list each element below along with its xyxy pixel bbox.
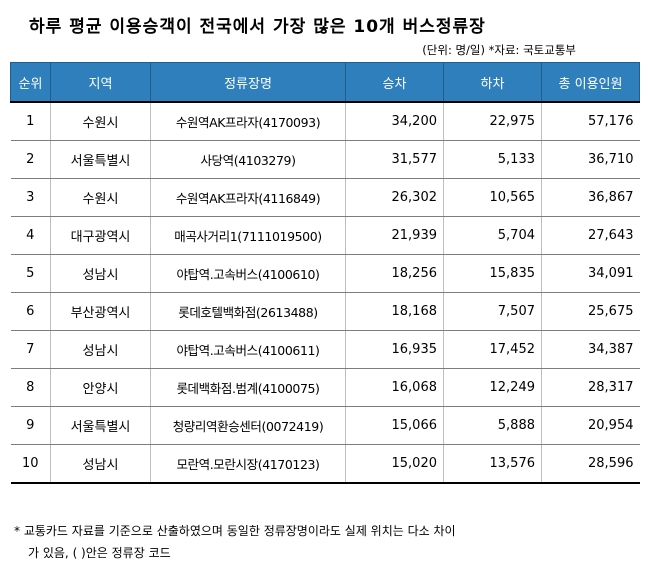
cell-total: 36,867 [541, 178, 640, 217]
cell-rank: 5 [10, 254, 51, 293]
cell-total: 28,317 [541, 368, 640, 407]
cell-board: 26,302 [345, 178, 444, 217]
table-row: 5 성남시 야탑역.고속버스(4100610) 18,256 15,835 34… [10, 254, 640, 293]
cell-stop: 롯데백화점.범계(4100075) [150, 368, 346, 407]
cell-rank: 8 [10, 368, 51, 407]
cell-stop: 모란역.모란시장(4170123) [150, 444, 346, 484]
cell-alight: 5,133 [443, 140, 542, 179]
cell-alight: 7,507 [443, 292, 542, 331]
bus-stop-table: 순위 지역 정류장명 승차 하차 총 이용인원 1 수원시 수원역AK프라자(4… [10, 62, 640, 484]
cell-board: 16,068 [345, 368, 444, 407]
table-row: 10 성남시 모란역.모란시장(4170123) 15,020 13,576 2… [10, 444, 640, 484]
cell-rank: 1 [10, 102, 51, 141]
cell-stop: 매곡사거리1(7111019500) [150, 216, 346, 255]
cell-region: 대구광역시 [50, 216, 151, 255]
cell-stop: 사당역(4103279) [150, 140, 346, 179]
cell-board: 18,168 [345, 292, 444, 331]
cell-board: 21,939 [345, 216, 444, 255]
cell-rank: 6 [10, 292, 51, 331]
cell-region: 안양시 [50, 368, 151, 407]
unit-source-note: (단위: 명/일) *자료: 국토교통부 [422, 43, 576, 57]
cell-region: 부산광역시 [50, 292, 151, 331]
col-header-stop: 정류장명 [150, 62, 346, 103]
cell-total: 28,596 [541, 444, 640, 484]
cell-board: 15,020 [345, 444, 444, 484]
cell-board: 15,066 [345, 406, 444, 445]
table-body: 1 수원시 수원역AK프라자(4170093) 34,200 22,975 57… [10, 102, 640, 484]
table-row: 2 서울특별시 사당역(4103279) 31,577 5,133 36,710 [10, 140, 640, 179]
cell-board: 34,200 [345, 102, 444, 141]
cell-region: 서울특별시 [50, 406, 151, 445]
table-row: 6 부산광역시 롯데호텔백화점(2613488) 18,168 7,507 25… [10, 292, 640, 331]
cell-stop: 야탑역.고속버스(4100610) [150, 254, 346, 293]
table-row: 8 안양시 롯데백화점.범계(4100075) 16,068 12,249 28… [10, 368, 640, 407]
col-header-total: 총 이용인원 [541, 62, 640, 103]
table-header: 순위 지역 정류장명 승차 하차 총 이용인원 [10, 62, 640, 103]
cell-total: 36,710 [541, 140, 640, 179]
cell-rank: 4 [10, 216, 51, 255]
cell-alight: 15,835 [443, 254, 542, 293]
cell-region: 수원시 [50, 178, 151, 217]
table-row: 1 수원시 수원역AK프라자(4170093) 34,200 22,975 57… [10, 102, 640, 141]
cell-alight: 5,888 [443, 406, 542, 445]
cell-stop: 롯데호텔백화점(2613488) [150, 292, 346, 331]
cell-rank: 2 [10, 140, 51, 179]
cell-region: 성남시 [50, 330, 151, 369]
footnote-line-2: 가 있음, ( )안은 정류장 코드 [28, 546, 171, 560]
cell-rank: 9 [10, 406, 51, 445]
cell-total: 25,675 [541, 292, 640, 331]
cell-alight: 17,452 [443, 330, 542, 369]
table-row: 3 수원시 수원역AK프라자(4116849) 26,302 10,565 36… [10, 178, 640, 217]
cell-alight: 5,704 [443, 216, 542, 255]
cell-board: 18,256 [345, 254, 444, 293]
table-row: 4 대구광역시 매곡사거리1(7111019500) 21,939 5,704 … [10, 216, 640, 255]
cell-region: 성남시 [50, 444, 151, 484]
cell-alight: 12,249 [443, 368, 542, 407]
col-header-alight: 하차 [443, 62, 542, 103]
cell-alight: 13,576 [443, 444, 542, 484]
header-row: 순위 지역 정류장명 승차 하차 총 이용인원 [10, 62, 640, 103]
cell-stop: 수원역AK프라자(4170093) [150, 102, 346, 141]
cell-alight: 22,975 [443, 102, 542, 141]
col-header-board: 승차 [345, 62, 444, 103]
cell-total: 34,387 [541, 330, 640, 369]
cell-total: 27,643 [541, 216, 640, 255]
cell-region: 성남시 [50, 254, 151, 293]
table-row: 9 서울특별시 청량리역환승센터(0072419) 15,066 5,888 2… [10, 406, 640, 445]
col-header-region: 지역 [50, 62, 151, 103]
table-row: 7 성남시 야탑역.고속버스(4100611) 16,935 17,452 34… [10, 330, 640, 369]
cell-region: 서울특별시 [50, 140, 151, 179]
cell-rank: 10 [10, 444, 51, 484]
col-header-rank: 순위 [10, 62, 51, 103]
cell-board: 31,577 [345, 140, 444, 179]
cell-stop: 청량리역환승센터(0072419) [150, 406, 346, 445]
cell-rank: 7 [10, 330, 51, 369]
cell-stop: 야탑역.고속버스(4100611) [150, 330, 346, 369]
footnote-line-1: * 교통카드 자료를 기준으로 산출하였으며 동일한 정류장명이라도 실제 위치… [14, 524, 456, 538]
cell-total: 20,954 [541, 406, 640, 445]
cell-board: 16,935 [345, 330, 444, 369]
page-title: 하루 평균 이용승객이 전국에서 가장 많은 10개 버스정류장 [29, 17, 486, 37]
cell-total: 34,091 [541, 254, 640, 293]
cell-stop: 수원역AK프라자(4116849) [150, 178, 346, 217]
cell-total: 57,176 [541, 102, 640, 141]
footnote: * 교통카드 자료를 기준으로 산출하였으며 동일한 정류장명이라도 실제 위치… [14, 520, 456, 564]
cell-alight: 10,565 [443, 178, 542, 217]
cell-region: 수원시 [50, 102, 151, 141]
cell-rank: 3 [10, 178, 51, 217]
